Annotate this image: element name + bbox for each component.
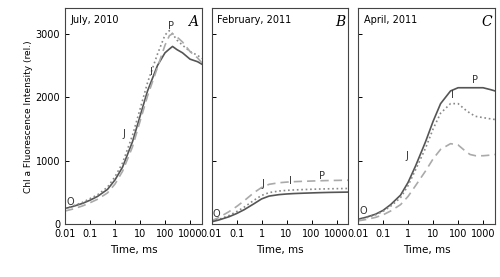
Text: P: P xyxy=(319,171,325,181)
Text: I: I xyxy=(288,176,292,186)
Text: O: O xyxy=(359,206,366,216)
Y-axis label: Chl a Fluorescence Intensity (rel.): Chl a Fluorescence Intensity (rel.) xyxy=(24,40,32,193)
Text: C: C xyxy=(482,15,492,29)
Text: April, 2011: April, 2011 xyxy=(364,15,417,25)
Text: B: B xyxy=(335,15,345,29)
Text: J: J xyxy=(122,129,126,138)
Text: I: I xyxy=(450,91,454,101)
Text: J: J xyxy=(406,151,408,161)
Text: O: O xyxy=(212,209,220,219)
Text: July, 2010: July, 2010 xyxy=(70,15,119,25)
Text: O: O xyxy=(66,197,74,207)
Text: P: P xyxy=(472,75,478,84)
Text: I: I xyxy=(150,67,153,77)
X-axis label: Time, ms: Time, ms xyxy=(256,245,304,255)
Text: P: P xyxy=(168,20,174,30)
Text: A: A xyxy=(188,15,198,29)
X-axis label: Time, ms: Time, ms xyxy=(110,245,158,255)
Text: February, 2011: February, 2011 xyxy=(217,15,292,25)
X-axis label: Time, ms: Time, ms xyxy=(402,245,450,255)
Text: J: J xyxy=(262,179,264,189)
